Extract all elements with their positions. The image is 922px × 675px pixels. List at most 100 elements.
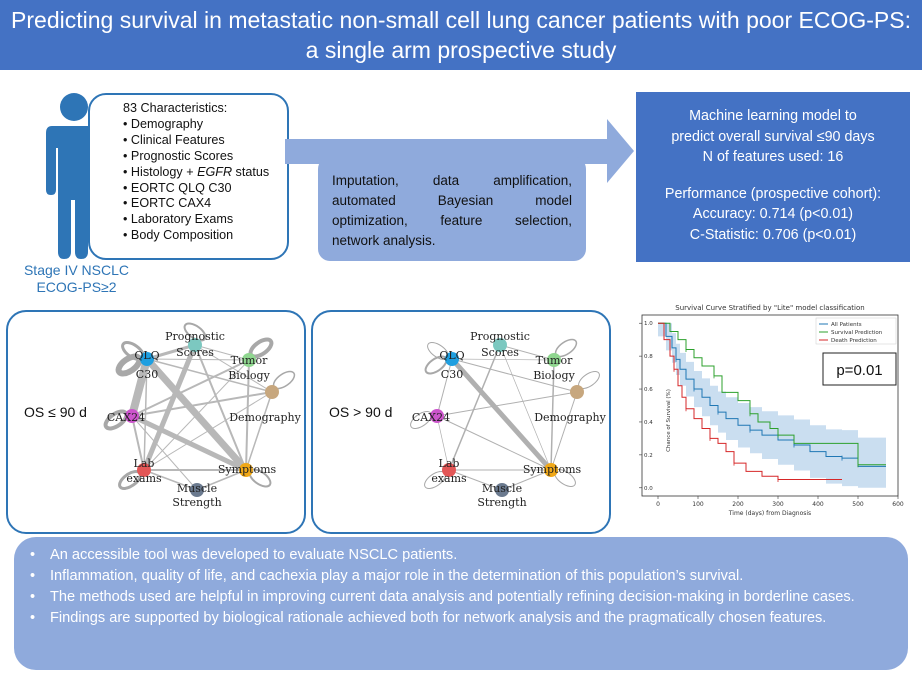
- node-label-demo: Demography: [229, 411, 301, 424]
- network-node-tumor: [547, 353, 561, 367]
- node-label-cax: CAX24: [107, 411, 145, 424]
- network-node-muscle: [495, 483, 509, 497]
- x-tick-label: 600: [892, 501, 904, 508]
- node-label-muscle-line2: Strength: [477, 496, 526, 509]
- network-edge: [143, 359, 250, 471]
- node-label-lab: Lab: [134, 457, 155, 470]
- network-edge: [448, 344, 501, 471]
- confidence-band: [658, 323, 886, 488]
- network-edge: [145, 343, 197, 361]
- network-edge: [194, 344, 273, 393]
- survival-chart: Survival Curve Stratified by "Lite" mode…: [632, 300, 918, 520]
- characteristic-item: Clinical Features: [123, 133, 288, 149]
- model-line-2: predict overall survival ≤90 days: [671, 128, 875, 145]
- characteristic-item: Demography: [123, 117, 288, 133]
- process-text: Imputation, data amplification, automate…: [332, 171, 572, 251]
- flow-arrow: [285, 119, 634, 183]
- node-label-muscle: Muscle: [177, 482, 217, 495]
- y-tick-label: 0.4: [644, 420, 653, 426]
- characteristic-item: EORTC QLQ C30: [123, 181, 288, 197]
- network-node-cax: [125, 409, 139, 423]
- characteristic-item: EORTC CAX4: [123, 196, 288, 212]
- network-edge: [436, 358, 453, 417]
- legend-box: [815, 317, 897, 345]
- network-node-demo: [265, 385, 279, 399]
- node-label-tumor-line2: Biology: [533, 369, 575, 382]
- performance-title: Performance (prospective cohort):: [664, 185, 882, 202]
- process-line: network analysis.: [332, 233, 436, 248]
- accuracy-value: Accuracy: 0.714 (p<0.01): [692, 206, 854, 222]
- legend-entry: All Patients: [831, 322, 862, 328]
- process-line: Imputation, data amplification,: [332, 173, 572, 188]
- node-label-tumor: Tumor: [231, 354, 268, 367]
- node-label-qlq: QLQ: [134, 349, 159, 362]
- network-edge: [131, 415, 198, 491]
- self-loop: [183, 322, 207, 342]
- summary-bullet: The methods used are helpful in improvin…: [30, 587, 892, 607]
- stage-label: Stage IV NSCLC ECOG-PS≥2: [14, 262, 139, 296]
- network-edge: [128, 355, 151, 420]
- survival-chart-svg: Survival Curve Stratified by "Lite" mode…: [639, 304, 904, 517]
- network-edge: [143, 358, 148, 471]
- network-edge: [436, 415, 450, 471]
- node-label-muscle-line2: Strength: [172, 496, 221, 509]
- network-edge: [146, 358, 273, 393]
- title-line-2: a single arm prospective study: [305, 37, 617, 63]
- x-tick-label: 500: [852, 501, 864, 508]
- network-edge: [143, 391, 273, 471]
- title-line-1: Predicting survival in metastatic non-sm…: [11, 7, 911, 33]
- x-tick-label: 300: [772, 501, 784, 508]
- model-features: N of features used: 16: [702, 149, 844, 165]
- network-node-cax: [430, 409, 444, 423]
- node-label-prog: Prognostic: [165, 330, 225, 343]
- y-tick-label: 1.0: [644, 321, 653, 327]
- network-graph-right: QLQ C30 Prognostic Scores Tumor Biology Demogr…: [410, 330, 607, 509]
- network-edge: [436, 391, 578, 417]
- network-edge: [131, 415, 145, 471]
- network-node-lab: [442, 463, 456, 477]
- summary-bullet: Inflammation, quality of life, and cache…: [30, 566, 892, 586]
- network-node-symp: [544, 463, 558, 477]
- title-banner: Predicting survival in metastatic non-sm…: [0, 0, 922, 70]
- characteristics-list: 83 Characteristics: Demography Clinical …: [123, 101, 288, 244]
- process-box: [318, 157, 586, 261]
- node-label-tumor: Tumor: [536, 354, 573, 367]
- os-label-left: OS ≤ 90 d: [24, 404, 87, 420]
- network-edge: [451, 358, 555, 361]
- characteristic-item: Body Composition: [123, 228, 288, 244]
- network-edge: [448, 469, 503, 491]
- model-box: Machine learning model to predict overal…: [636, 92, 910, 262]
- characteristic-item: Histology + EGFR status: [123, 165, 288, 181]
- node-label-lab: Lab: [439, 457, 460, 470]
- series-line-2: [658, 322, 842, 481]
- node-label-muscle: Muscle: [482, 482, 522, 495]
- x-axis-label: Time (days) from Diagnosis: [728, 510, 811, 517]
- network-node-qlq: [445, 352, 459, 366]
- series-line-0: [658, 322, 886, 467]
- network-edge: [550, 391, 578, 471]
- network-edge: [141, 342, 198, 473]
- network-edge: [436, 415, 552, 471]
- p-value-box: [822, 352, 897, 386]
- network-panel-long-survival: OS > 90 d QLQ C30 Prognostic Scores Tumor Bio…: [311, 310, 611, 534]
- network-node-lab: [137, 463, 151, 477]
- network-node-prog: [493, 338, 507, 352]
- network-node-tumor: [242, 353, 256, 367]
- node-label-lab-line2: exams: [431, 472, 467, 485]
- network-edge: [143, 469, 198, 491]
- node-label-prog-line2: Scores: [481, 346, 519, 359]
- network-edge: [501, 469, 552, 491]
- network-panel-short-survival: OS ≤ 90 d QLQ C30 Prognostic Scores Tumor Bio…: [6, 310, 306, 534]
- node-label-symp: Symptoms: [523, 463, 582, 476]
- process-line: automated Bayesian model: [332, 193, 572, 208]
- node-label-prog: Prognostic: [470, 330, 530, 343]
- y-axis-label: Chance of Survival (%): [666, 389, 672, 452]
- summary-bullet: Findings are supported by biological rat…: [30, 608, 892, 628]
- y-tick-label: 0.6: [644, 387, 653, 393]
- network-edge: [499, 344, 552, 471]
- network-graph-left: QLQ C30 Prognostic Scores Tumor Biology Demogr…: [103, 322, 302, 509]
- network-node-muscle: [190, 483, 204, 497]
- node-label-qlq-line2: C30: [136, 368, 158, 381]
- network-edge: [451, 358, 578, 393]
- network-node-demo: [570, 385, 584, 399]
